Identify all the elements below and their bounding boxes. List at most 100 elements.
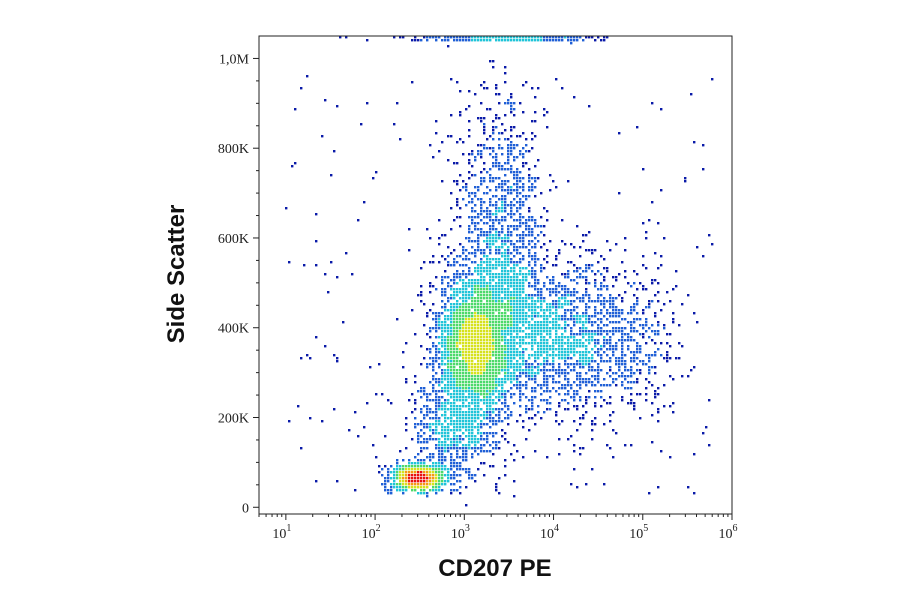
data-point: [450, 279, 453, 282]
data-point: [516, 186, 519, 189]
data-point: [492, 36, 495, 39]
data-point: [579, 396, 582, 399]
data-point: [513, 327, 516, 330]
data-point: [477, 351, 480, 354]
data-point: [648, 357, 651, 360]
data-point: [507, 348, 510, 351]
data-point: [423, 477, 426, 480]
data-point: [525, 219, 528, 222]
data-point: [567, 336, 570, 339]
data-point: [516, 366, 519, 369]
data-point: [474, 420, 477, 423]
data-point: [528, 363, 531, 366]
data-point: [504, 282, 507, 285]
data-point: [465, 186, 468, 189]
data-point: [525, 246, 528, 249]
data-point: [588, 267, 591, 270]
data-point: [537, 297, 540, 300]
data-point: [522, 303, 525, 306]
data-point: [489, 408, 492, 411]
data-point: [447, 342, 450, 345]
data-point: [411, 465, 414, 468]
data-point: [480, 249, 483, 252]
data-point: [444, 483, 447, 486]
data-point: [615, 309, 618, 312]
data-point: [528, 168, 531, 171]
data-point: [591, 375, 594, 378]
data-point: [462, 399, 465, 402]
data-point: [687, 486, 690, 489]
data-point: [546, 348, 549, 351]
data-point: [498, 393, 501, 396]
data-point: [450, 321, 453, 324]
data-point: [585, 294, 588, 297]
data-point: [603, 300, 606, 303]
data-point: [519, 246, 522, 249]
data-point: [573, 270, 576, 273]
data-point: [459, 333, 462, 336]
data-point: [474, 411, 477, 414]
data-point: [399, 36, 402, 39]
data-point: [504, 243, 507, 246]
data-point: [549, 336, 552, 339]
data-point: [429, 480, 432, 483]
data-point: [555, 381, 558, 384]
data-point: [429, 465, 432, 468]
data-point: [462, 315, 465, 318]
data-point: [513, 102, 516, 105]
data-point: [468, 429, 471, 432]
data-point: [459, 312, 462, 315]
data-point: [603, 345, 606, 348]
data-point: [453, 471, 456, 474]
data-point: [483, 294, 486, 297]
data-point: [465, 339, 468, 342]
data-point: [528, 327, 531, 330]
data-point: [585, 267, 588, 270]
data-point: [618, 363, 621, 366]
data-point: [528, 333, 531, 336]
data-point: [393, 471, 396, 474]
data-point: [513, 147, 516, 150]
data-point: [483, 318, 486, 321]
data-point: [450, 489, 453, 492]
data-point: [474, 447, 477, 450]
data-point: [459, 273, 462, 276]
data-point: [528, 342, 531, 345]
data-point: [465, 348, 468, 351]
data-point: [711, 78, 714, 81]
data-point: [435, 468, 438, 471]
data-point: [456, 393, 459, 396]
data-point: [591, 429, 594, 432]
data-point: [525, 39, 528, 42]
data-point: [459, 306, 462, 309]
data-point: [450, 78, 453, 81]
data-point: [636, 330, 639, 333]
data-point: [621, 351, 624, 354]
data-point: [513, 357, 516, 360]
data-point: [588, 105, 591, 108]
data-point: [429, 282, 432, 285]
data-point: [609, 396, 612, 399]
data-point: [564, 369, 567, 372]
data-point: [498, 408, 501, 411]
data-point: [522, 258, 525, 261]
data-point: [399, 468, 402, 471]
data-point: [510, 270, 513, 273]
data-point: [495, 36, 498, 39]
data-point: [471, 477, 474, 480]
data-point: [456, 81, 459, 84]
data-point: [471, 393, 474, 396]
data-point: [450, 252, 453, 255]
data-point: [495, 486, 498, 489]
data-point: [450, 456, 453, 459]
data-point: [525, 234, 528, 237]
data-point: [609, 312, 612, 315]
data-point: [438, 402, 441, 405]
data-point: [486, 315, 489, 318]
data-point: [462, 258, 465, 261]
data-point: [561, 354, 564, 357]
data-point: [486, 285, 489, 288]
data-point: [624, 360, 627, 363]
data-point: [576, 333, 579, 336]
data-point: [402, 366, 405, 369]
